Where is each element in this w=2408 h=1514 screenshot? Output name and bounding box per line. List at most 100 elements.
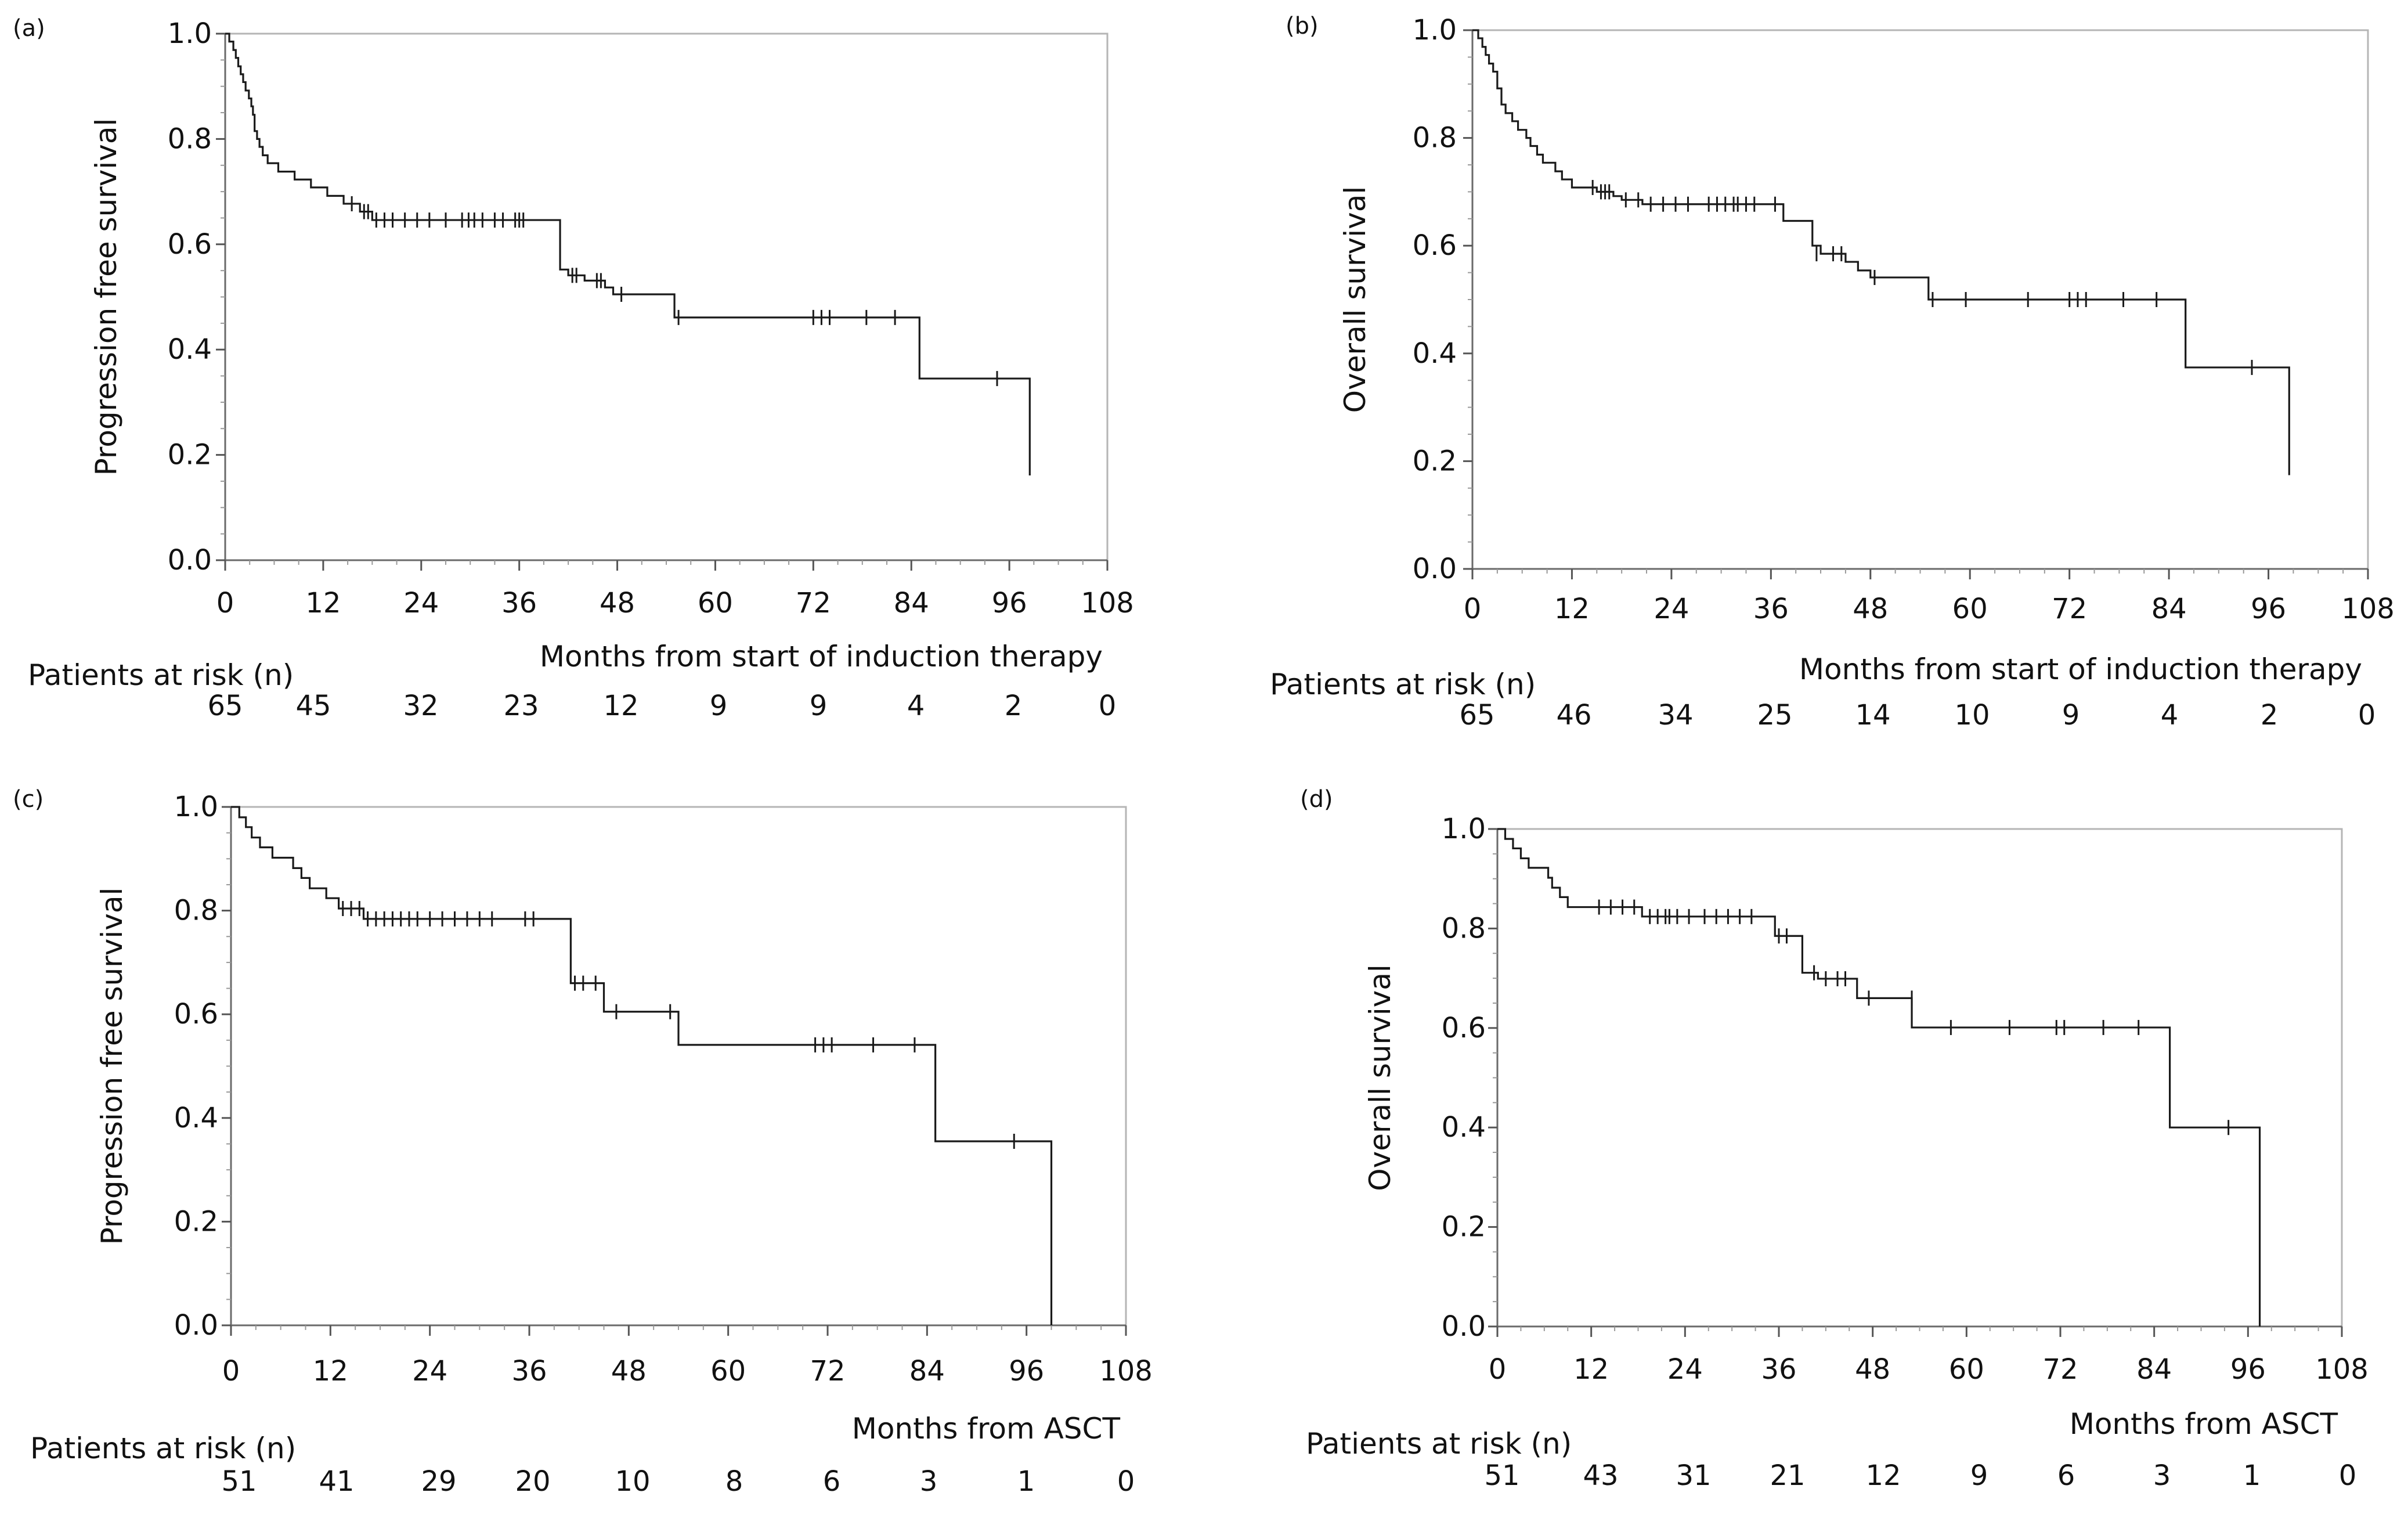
risk-table-label: Patients at risk (n): [28, 658, 294, 692]
y-tick-label: 0.6: [1442, 1012, 1486, 1044]
x-tick-label: 84: [894, 587, 929, 619]
y-axis-title: Overall survival: [1363, 964, 1397, 1191]
risk-count: 9: [2062, 699, 2080, 731]
y-tick-label: 0.8: [1413, 122, 1457, 154]
x-tick-label: 36: [511, 1355, 547, 1387]
risk-count: 1: [1017, 1465, 1035, 1498]
y-tick-label: 0.8: [174, 895, 218, 927]
risk-count: 10: [1954, 699, 1990, 731]
km-panel-d: (d)0.00.20.40.60.81.00 12 24 36 48 60 72 84 96 10…: [1300, 786, 2369, 1492]
x-tick-label: 24: [1667, 1353, 1703, 1386]
risk-count: 8: [725, 1465, 743, 1498]
x-tick-label: 108: [2315, 1353, 2369, 1386]
y-tick-label: 0.2: [1442, 1211, 1486, 1243]
y-tick-label: 0.0: [168, 544, 212, 576]
y-tick-label: 0.0: [1442, 1310, 1486, 1343]
risk-count: 46: [1556, 699, 1591, 731]
risk-count: 0: [2339, 1459, 2357, 1492]
x-tick-label: 0: [1464, 593, 1482, 625]
km-panel-a: (a)0.00.20.40.60.81.00 12 24 36 48 60 72 84 96 10…: [13, 15, 1134, 722]
risk-count: 6: [823, 1465, 841, 1498]
x-axis-title: Months from start of induction therapy: [1799, 653, 2362, 686]
risk-table-label: Patients at risk (n): [1306, 1427, 1572, 1461]
x-tick-label: 48: [1855, 1353, 1890, 1386]
risk-table-label: Patients at risk (n): [1270, 668, 1536, 701]
y-tick-label: 0.6: [168, 228, 212, 261]
risk-table-label: Patients at risk (n): [30, 1432, 296, 1465]
x-tick-label: 96: [1009, 1355, 1044, 1387]
risk-count: 23: [503, 690, 539, 722]
y-tick-label: 0.4: [174, 1102, 218, 1134]
risk-count: 65: [207, 690, 243, 722]
survival-curve: [1497, 828, 2261, 1326]
x-tick-label: 48: [600, 587, 635, 619]
x-tick-label: 84: [2136, 1353, 2172, 1386]
survival-curve: [225, 33, 1031, 475]
risk-count: 21: [1770, 1459, 1805, 1492]
survival-curve: [1472, 29, 2290, 475]
panel-label: (a): [13, 15, 45, 42]
y-axis-title: Overall survival: [1338, 186, 1372, 413]
risk-count: 51: [221, 1465, 257, 1498]
x-tick-label: 12: [313, 1355, 348, 1387]
x-tick-label: 0: [216, 587, 234, 619]
x-tick-label: 96: [992, 587, 1027, 619]
x-tick-label: 48: [611, 1355, 647, 1387]
x-tick-label: 72: [796, 587, 831, 619]
panel-label: (d): [1300, 786, 1333, 813]
risk-count: 14: [1855, 699, 1890, 731]
km-panel-b: (b)0.00.20.40.60.81.00 12 24 36 48 60 72 84 96 10…: [1270, 13, 2395, 731]
y-tick-label: 1.0: [1442, 813, 1486, 845]
y-tick-label: 0.6: [1413, 229, 1457, 262]
x-tick-label: 0: [222, 1355, 240, 1387]
risk-count: 9: [710, 690, 728, 722]
y-tick-label: 0.8: [168, 122, 212, 155]
risk-count: 2: [2261, 699, 2279, 731]
risk-count: 20: [515, 1465, 550, 1498]
y-tick-label: 0.2: [168, 439, 212, 471]
panel-label: (c): [13, 786, 44, 813]
risk-count: 10: [615, 1465, 650, 1498]
x-tick-label: 12: [1573, 1353, 1609, 1386]
x-tick-label: 60: [1952, 593, 1988, 625]
y-tick-label: 0.6: [174, 998, 218, 1030]
risk-count: 0: [1099, 690, 1117, 722]
x-tick-label: 72: [2052, 593, 2087, 625]
x-tick-label: 72: [2042, 1353, 2078, 1386]
risk-count: 12: [1865, 1459, 1901, 1492]
x-tick-label: 108: [1081, 587, 1134, 619]
risk-count: 51: [1484, 1459, 1519, 1492]
risk-count: 45: [295, 690, 331, 722]
y-axis-title: Progression free survival: [95, 888, 129, 1245]
y-tick-label: 0.0: [174, 1309, 218, 1342]
panel-label: (b): [1286, 13, 1319, 39]
survival-curve: [231, 806, 1053, 1325]
x-tick-label: 24: [403, 587, 439, 619]
risk-count: 34: [1658, 699, 1693, 731]
risk-count: 29: [421, 1465, 456, 1498]
x-tick-label: 108: [2341, 593, 2395, 625]
x-tick-label: 84: [909, 1355, 945, 1387]
risk-count: 9: [810, 690, 828, 722]
risk-count: 12: [603, 690, 638, 722]
x-tick-label: 0: [1489, 1353, 1507, 1386]
risk-count: 4: [907, 690, 925, 722]
y-tick-label: 0.4: [1413, 337, 1457, 370]
x-tick-label: 60: [698, 587, 733, 619]
risk-count: 31: [1676, 1459, 1711, 1492]
x-tick-label: 48: [1853, 593, 1888, 625]
x-tick-label: 96: [2251, 593, 2286, 625]
y-tick-label: 0.0: [1413, 553, 1457, 585]
y-tick-label: 1.0: [174, 791, 218, 823]
x-tick-label: 12: [1554, 593, 1590, 625]
y-tick-label: 0.4: [168, 333, 212, 366]
y-tick-label: 0.4: [1442, 1111, 1486, 1144]
risk-count: 0: [2358, 699, 2376, 731]
risk-count: 0: [1117, 1465, 1135, 1498]
x-tick-label: 36: [501, 587, 537, 619]
risk-count: 41: [319, 1465, 354, 1498]
risk-count: 3: [920, 1465, 938, 1498]
risk-count: 3: [2153, 1459, 2171, 1492]
y-tick-label: 0.8: [1442, 912, 1486, 945]
